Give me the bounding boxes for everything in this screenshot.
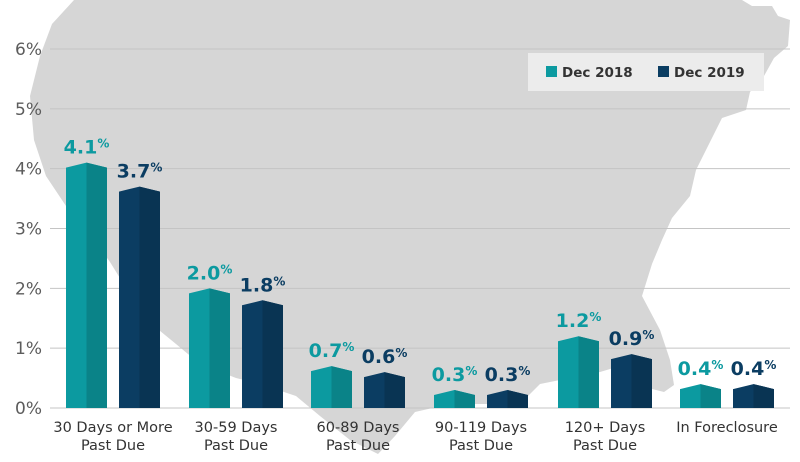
data-label: 0.4%	[731, 358, 777, 380]
bar-shading	[507, 390, 528, 408]
legend-label: Dec 2019	[674, 65, 745, 81]
y-tick-label: 4%	[15, 160, 42, 180]
x-tick-label: Past Due	[326, 438, 390, 454]
x-tick-label: In Foreclosure	[676, 420, 778, 436]
bar-shading	[753, 384, 774, 408]
y-tick-label: 6%	[15, 40, 42, 60]
bar-shading	[139, 186, 160, 408]
x-tick-label: 60-89 Days	[317, 420, 400, 436]
y-tick-label: 0%	[15, 399, 42, 419]
bar-shading	[331, 366, 352, 408]
bar-shading	[700, 384, 721, 408]
legend-swatch	[658, 66, 669, 77]
gridlines	[50, 48, 790, 409]
x-tick-label: 120+ Days	[565, 420, 646, 436]
x-tick-label: Past Due	[573, 438, 637, 454]
legend-box	[528, 53, 764, 91]
bar-shading	[384, 372, 405, 408]
y-tick-label: 3%	[15, 220, 42, 240]
bar-shading	[262, 300, 283, 408]
bar-shading	[209, 288, 230, 408]
bar-shading	[631, 354, 652, 408]
y-axis: 0% 1% 2% 3% 4% 5% 6%	[15, 40, 42, 419]
bar-shading	[578, 336, 599, 408]
x-tick-label: Past Due	[204, 438, 268, 454]
x-tick-label: Past Due	[449, 438, 513, 454]
bar-shading	[86, 162, 107, 408]
legend-label: Dec 2018	[562, 65, 633, 81]
x-axis: 30 Days or More Past Due 30-59 Days Past Du…	[53, 420, 777, 454]
legend-swatch	[546, 66, 557, 77]
x-tick-label: 90-119 Days	[435, 420, 527, 436]
y-tick-label: 1%	[15, 339, 42, 359]
x-tick-label: 30 Days or More	[53, 420, 172, 436]
x-tick-label: 30-59 Days	[195, 420, 278, 436]
bars	[66, 162, 774, 408]
y-tick-label: 2%	[15, 279, 42, 299]
y-tick-label: 5%	[15, 100, 42, 120]
legend: Dec 2018 Dec 2019	[528, 53, 764, 91]
x-tick-label: Past Due	[81, 438, 145, 454]
bar-shading	[454, 390, 475, 408]
data-label: 0.4%	[678, 358, 724, 380]
